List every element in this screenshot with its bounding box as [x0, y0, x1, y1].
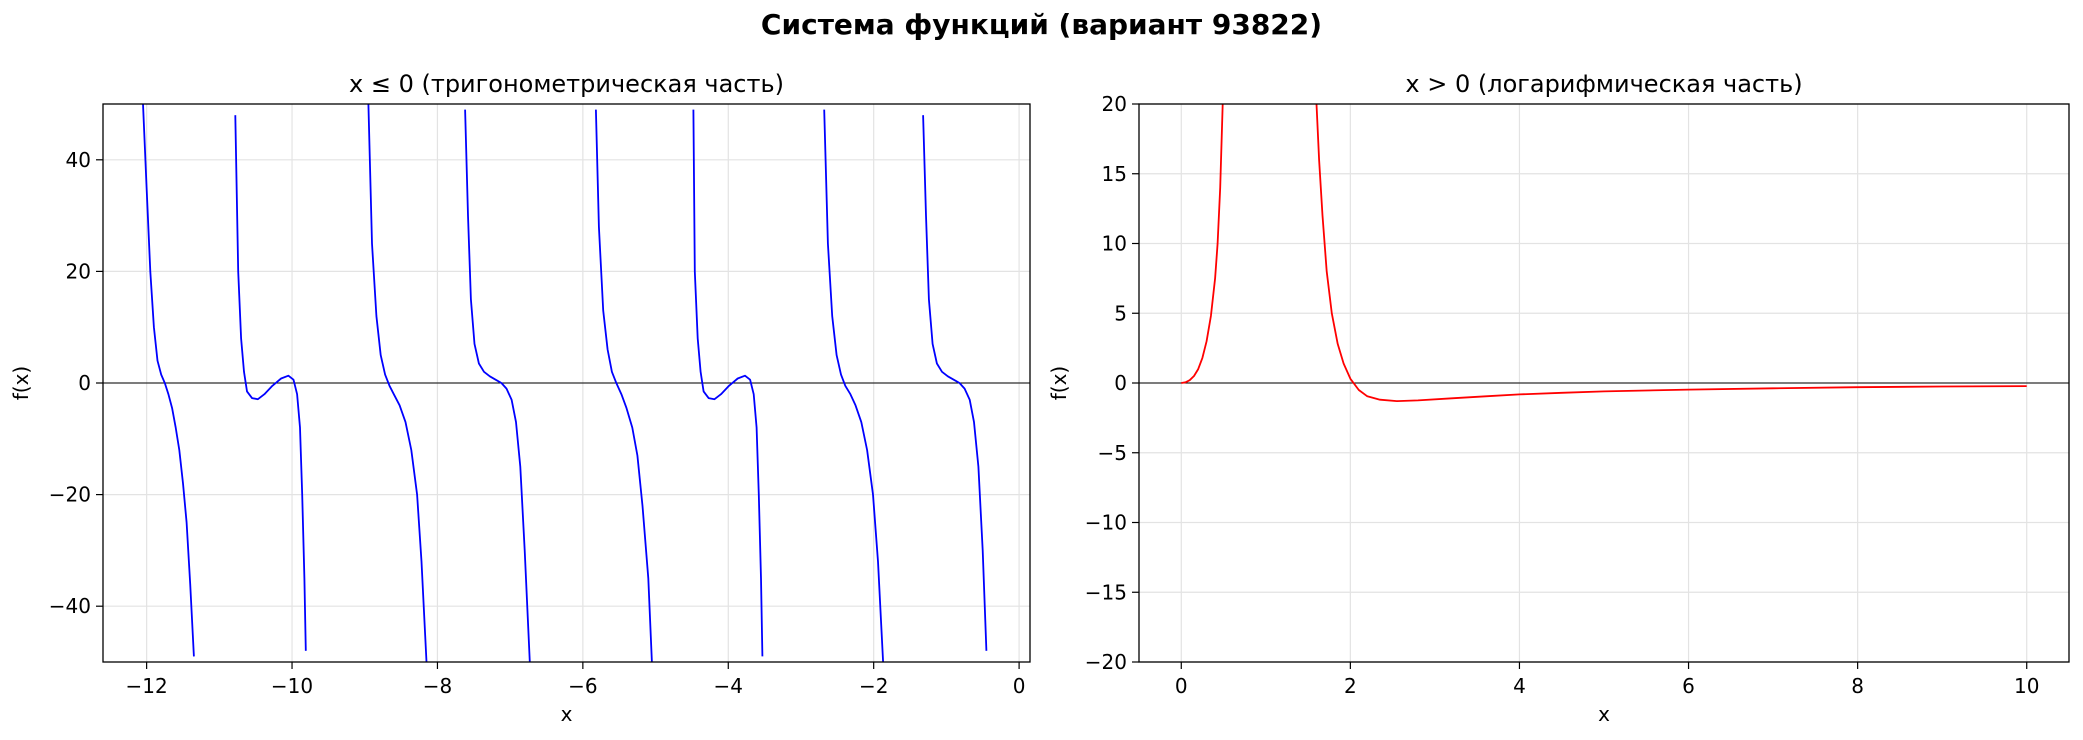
y-axis-label: f(x): [1047, 366, 1071, 400]
series-line: [595, 109, 653, 662]
series-line: [692, 109, 764, 657]
y-axis-label: f(x): [9, 366, 33, 400]
series-line: [922, 115, 988, 651]
y-tick-label: 10: [1102, 232, 1127, 256]
y-tick-label: 20: [1102, 92, 1127, 116]
x-tick-label: 8: [1851, 674, 1864, 698]
x-axis-label: x: [1598, 702, 1610, 726]
trig-chart-title: x ≤ 0 (тригонометрическая часть): [349, 70, 784, 98]
y-tick-label: −40: [49, 594, 91, 618]
x-tick-label: −2: [859, 674, 888, 698]
y-tick-label: 0: [1114, 371, 1127, 395]
series-line: [1181, 104, 1224, 384]
series-line: [367, 104, 428, 662]
series-line: [142, 104, 195, 657]
x-tick-label: 6: [1682, 674, 1695, 698]
series-line: [234, 115, 307, 651]
y-tick-label: 0: [78, 371, 91, 395]
x-tick-label: 10: [2014, 674, 2039, 698]
y-tick-label: −5: [1098, 441, 1127, 465]
series-line: [1315, 104, 2027, 402]
y-tick-label: 20: [66, 259, 91, 283]
y-tick-label: −20: [1085, 650, 1127, 674]
figure-title: Система функций (вариант 93822): [760, 8, 1323, 41]
y-tick-label: −20: [49, 483, 91, 507]
y-tick-label: −10: [1085, 511, 1127, 535]
y-tick-label: 40: [66, 148, 91, 172]
y-tick-label: 5: [1114, 301, 1127, 325]
x-tick-label: 2: [1344, 674, 1357, 698]
x-tick-label: −4: [714, 674, 743, 698]
x-tick-label: −8: [423, 674, 452, 698]
x-tick-label: 0: [1013, 674, 1026, 698]
x-tick-label: −10: [271, 674, 313, 698]
x-axis-label: x: [561, 702, 573, 726]
x-tick-label: 0: [1175, 674, 1188, 698]
x-tick-label: 4: [1513, 674, 1526, 698]
x-tick-label: −12: [126, 674, 168, 698]
log-chart-title: x > 0 (логарифмическая часть): [1405, 70, 1802, 98]
y-tick-label: −15: [1085, 580, 1127, 604]
series-line: [464, 109, 531, 662]
y-tick-label: 15: [1102, 162, 1127, 186]
x-tick-label: −6: [568, 674, 597, 698]
series-line: [823, 109, 884, 662]
log-chart-panel: 0 2 4 6 8 10 −20 −15 −10 −5 0 5 10 15 20 x > 0 (логариф…: [1047, 70, 2070, 726]
